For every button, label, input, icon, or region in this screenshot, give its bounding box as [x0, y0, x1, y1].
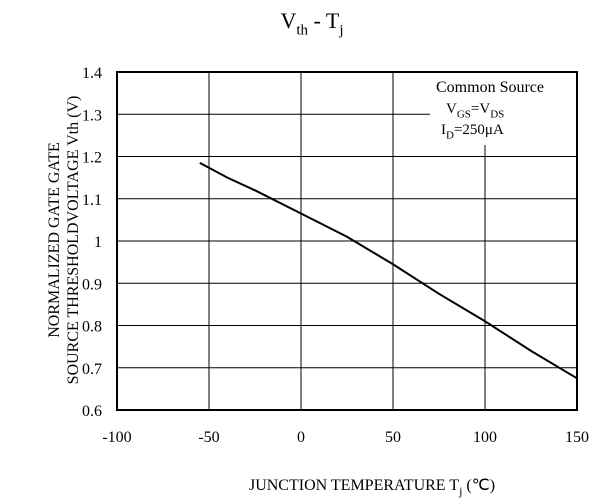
- chart: Vth - Tj 0.6 0.7 0.8 0.9 1 1.1 1.2 1.3 1.4 -100 -50…: [0, 0, 613, 501]
- y-tick-label: 1.3: [82, 107, 102, 124]
- y-tick-label: 0.6: [82, 403, 102, 420]
- x-tick-label: -50: [198, 429, 219, 446]
- y-tick-label: 0.7: [82, 361, 102, 378]
- text-part: =250μA: [454, 122, 504, 138]
- text-part: =V: [471, 101, 490, 117]
- x-tick-label: 100: [473, 429, 497, 446]
- y-tick-label: 1: [94, 234, 102, 251]
- y-tick-label: 1.1: [82, 192, 102, 209]
- subscript: DS: [490, 109, 504, 121]
- text-part: - T: [308, 8, 340, 33]
- y-axis-label: SOURCE THRESHOLDVOLTAGE Vth (V): [65, 96, 82, 385]
- y-axis-label: NORMALIZED GATE GATE: [46, 142, 63, 338]
- annotation: Common Source: [436, 79, 544, 96]
- subscript: th: [296, 23, 308, 39]
- subscript: D: [446, 130, 454, 142]
- text-part: (℃): [462, 477, 495, 494]
- x-tick-label: 150: [565, 429, 589, 446]
- chart-title: Vth - Tj: [280, 8, 343, 39]
- x-tick-label: 50: [385, 429, 401, 446]
- y-tick-label: 0.9: [82, 276, 102, 293]
- x-tick-label: -100: [102, 429, 131, 446]
- text-part: V: [280, 8, 296, 33]
- text-part: JUNCTION TEMPERATURE T: [249, 477, 459, 494]
- x-axis-label: JUNCTION TEMPERATURE Tj (℃): [249, 477, 495, 498]
- subscript: j: [338, 23, 343, 39]
- data-line: [200, 163, 577, 378]
- y-tick-label: 1.2: [82, 150, 102, 167]
- y-tick-label: 0.8: [82, 319, 102, 336]
- subscript: GS: [457, 109, 471, 121]
- text-part: V: [446, 101, 457, 117]
- y-tick-label: 1.4: [82, 65, 102, 82]
- x-tick-label: 0: [297, 429, 305, 446]
